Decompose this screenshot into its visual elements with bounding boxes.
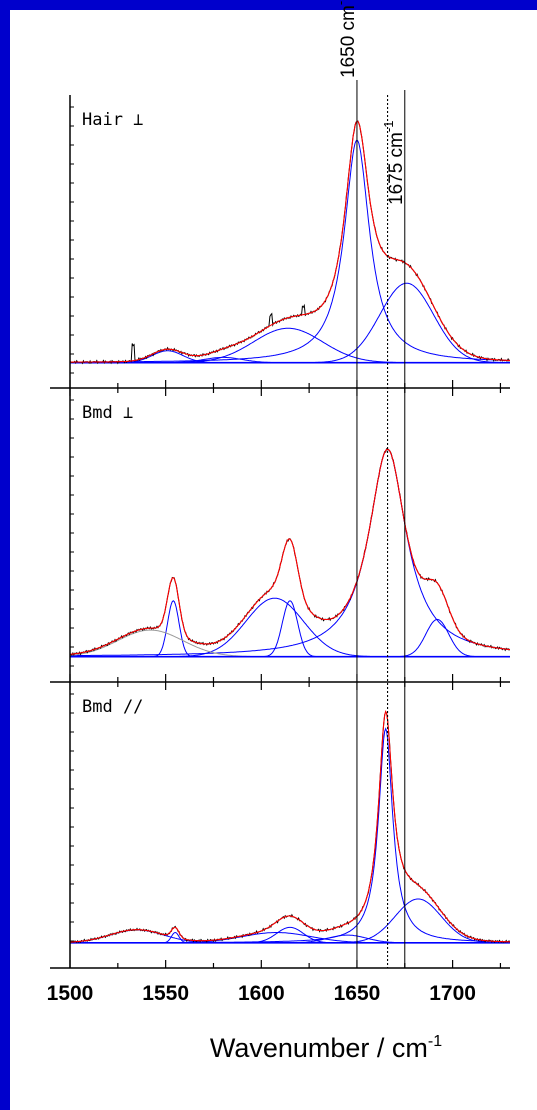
x-axis-title: Wavenumber / cm-1	[210, 1033, 442, 1063]
x-tick-label: 1700	[429, 982, 476, 1005]
x-tick-label: 1550	[142, 982, 189, 1005]
panel-label: Bmd ⊥	[82, 403, 133, 423]
fit-envelope	[70, 448, 510, 655]
panel-1	[70, 120, 510, 365]
reference-line-label: 1675 cm-1	[381, 121, 407, 205]
reference-line-label: 1650 cm-1	[333, 0, 359, 78]
x-tick-label: 1650	[334, 982, 381, 1005]
panel-label: Hair ⊥	[82, 110, 143, 130]
fit-envelope	[70, 710, 510, 943]
x-tick-label: 1500	[47, 982, 94, 1005]
chart-background	[10, 10, 537, 1110]
panel-3	[70, 710, 510, 944]
x-tick-label: 1600	[238, 982, 285, 1005]
component-curve	[70, 139, 510, 363]
fit-envelope	[70, 120, 510, 363]
panel-2	[70, 447, 510, 658]
panel-label: Bmd //	[82, 697, 143, 717]
